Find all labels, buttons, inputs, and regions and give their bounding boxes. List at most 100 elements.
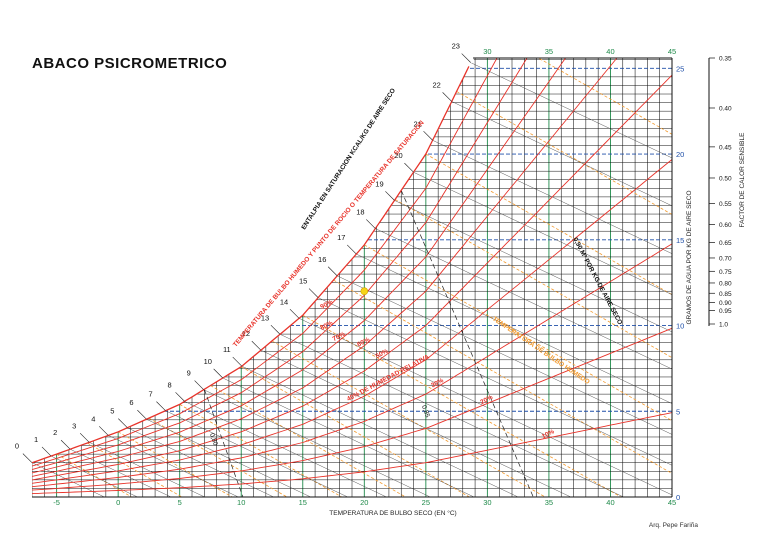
enthalpy-tick bbox=[79, 433, 90, 443]
reference-point-marker bbox=[360, 287, 369, 296]
enthalpy-tick-label: 15 bbox=[299, 277, 307, 286]
enthalpy-tick bbox=[98, 426, 109, 436]
enthalpy-tick bbox=[175, 392, 185, 402]
enthalpy-tick-label: 5 bbox=[110, 407, 114, 416]
x-tick-label: 5 bbox=[178, 498, 182, 507]
enthalpy-tick bbox=[194, 380, 204, 390]
x-tick-label: 45 bbox=[668, 498, 676, 507]
rh-curve bbox=[32, 327, 672, 491]
enthalpy-tick-label: 18 bbox=[356, 208, 364, 217]
shf-tick-label: 0.70 bbox=[719, 255, 732, 262]
enthalpy-tick-label: 8 bbox=[168, 380, 172, 389]
wet-bulb-label: TEMPERATURA DE BULBO HUMEDO bbox=[491, 316, 591, 386]
enthalpy-tick-label: 7 bbox=[148, 390, 152, 399]
enthalpy-tick bbox=[327, 266, 338, 277]
enthalpy-tick-label: 13 bbox=[261, 313, 269, 322]
wet-bulb-line bbox=[210, 385, 406, 497]
wet-bulb-line bbox=[56, 453, 132, 497]
x-tick-label: 20 bbox=[360, 498, 368, 507]
rh-curve bbox=[32, 243, 672, 488]
rh-curve bbox=[32, 159, 672, 484]
rh-curve bbox=[32, 412, 672, 495]
y-tick-label: 25 bbox=[676, 64, 684, 73]
shf-label: FACTOR DE CALOR SENSIBLE bbox=[739, 132, 746, 228]
wet-bulb-line bbox=[117, 431, 233, 497]
wet-bulb-line bbox=[87, 442, 183, 497]
enthalpy-tick bbox=[461, 53, 471, 63]
saturation-curve-label: TEMPERATURA DE BULBO HUMEDO Y PUNTO DE R… bbox=[232, 119, 426, 348]
wet-bulb-line bbox=[302, 314, 622, 497]
enthalpy-line bbox=[451, 101, 672, 497]
rh-curve-label: 30% bbox=[430, 377, 445, 389]
enthalpy-line bbox=[260, 350, 571, 497]
rh-curve bbox=[32, 58, 672, 467]
enthalpy-tick-label: 11 bbox=[223, 345, 231, 354]
rh-curve-label: 20% bbox=[479, 394, 494, 406]
enthalpy-line bbox=[413, 172, 672, 497]
shf-tick-label: 0.40 bbox=[719, 105, 732, 112]
enthalpy-line bbox=[127, 427, 274, 497]
top-tick-label: 30 bbox=[483, 47, 491, 56]
wet-bulb-line bbox=[333, 279, 672, 497]
wet-bulb-line bbox=[179, 404, 342, 497]
enthalpy-tick bbox=[289, 309, 300, 319]
enthalpy-tick-label: 3 bbox=[72, 421, 76, 430]
x-tick-label: 15 bbox=[299, 498, 307, 507]
enthalpy-tick bbox=[442, 92, 452, 102]
saturation-curve bbox=[31, 66, 470, 464]
enthalpy-tick-label: 21 bbox=[413, 119, 421, 128]
author-credit: Arq. Pepe Fariña bbox=[649, 522, 699, 529]
enthalpy-tick-label: 4 bbox=[91, 414, 95, 423]
enthalpy-tick bbox=[232, 356, 243, 367]
specific-volume-mark: 0,80 bbox=[208, 432, 219, 447]
enthalpy-line bbox=[203, 389, 431, 497]
enthalpy-tick-label: 1 bbox=[34, 435, 38, 444]
wet-bulb-line bbox=[456, 91, 672, 497]
enthalpy-line bbox=[298, 318, 672, 497]
top-tick-label: 35 bbox=[545, 47, 553, 56]
grid-group bbox=[32, 58, 672, 497]
shf-tick-label: 1.0 bbox=[719, 322, 728, 329]
shf-tick-label: 0.50 bbox=[719, 175, 732, 182]
enthalpy-tick bbox=[346, 244, 357, 255]
specific-volume-line bbox=[203, 389, 244, 497]
enthalpy-tick-label: 10 bbox=[204, 357, 212, 366]
enthalpy-tick bbox=[423, 130, 433, 141]
shf-tick-label: 0.60 bbox=[719, 222, 732, 229]
enthalpy-tick bbox=[60, 439, 71, 450]
chart-title: ABACO PSICROMETRICO bbox=[32, 55, 227, 72]
enthalpy-tick bbox=[41, 446, 52, 457]
enthalpy-tick bbox=[385, 191, 395, 201]
enthalpy-tick-label: 0 bbox=[15, 442, 19, 451]
shf-tick-label: 0.75 bbox=[719, 269, 732, 276]
enthalpy-line bbox=[356, 253, 672, 497]
wet-bulb-line bbox=[271, 340, 546, 497]
enthalpy-tick-label: 9 bbox=[187, 369, 191, 378]
specific-volume-mark: 0,85 bbox=[420, 404, 431, 419]
enthalpy-line bbox=[337, 275, 672, 497]
y-tick-label: 15 bbox=[676, 236, 684, 245]
enthalpy-tick-label: 6 bbox=[129, 398, 133, 407]
wet-bulb-line bbox=[425, 153, 672, 497]
enthalpy-tick-label: 17 bbox=[337, 233, 345, 242]
enthalpy-tick bbox=[156, 401, 166, 411]
enthalpy-line bbox=[470, 62, 672, 497]
enthalpy-tick-label: 2 bbox=[53, 428, 57, 437]
rh-curve-label: 40% DE HUMEDAD RELATIVA bbox=[346, 353, 431, 403]
x-tick-label: 10 bbox=[237, 498, 245, 507]
enthalpy-tick-label: 22 bbox=[433, 80, 441, 89]
top-tick-label: 45 bbox=[668, 47, 676, 56]
shf-tick-label: 0.80 bbox=[719, 280, 732, 287]
y-axis-label: GRAMOS DE AGUA POR KG DE AIRE SECO bbox=[686, 190, 693, 324]
enthalpy-line bbox=[318, 297, 672, 497]
enthalpy-tick bbox=[404, 162, 414, 173]
wet-bulb-line bbox=[241, 366, 470, 497]
x-tick-label: -5 bbox=[53, 498, 60, 507]
enthalpy-tick-label: 19 bbox=[375, 179, 383, 188]
shf-tick-label: 0.55 bbox=[719, 201, 732, 208]
enthalpy-tick bbox=[213, 368, 223, 379]
wet-bulb-line bbox=[487, 58, 672, 497]
enthalpy-line bbox=[375, 228, 672, 497]
